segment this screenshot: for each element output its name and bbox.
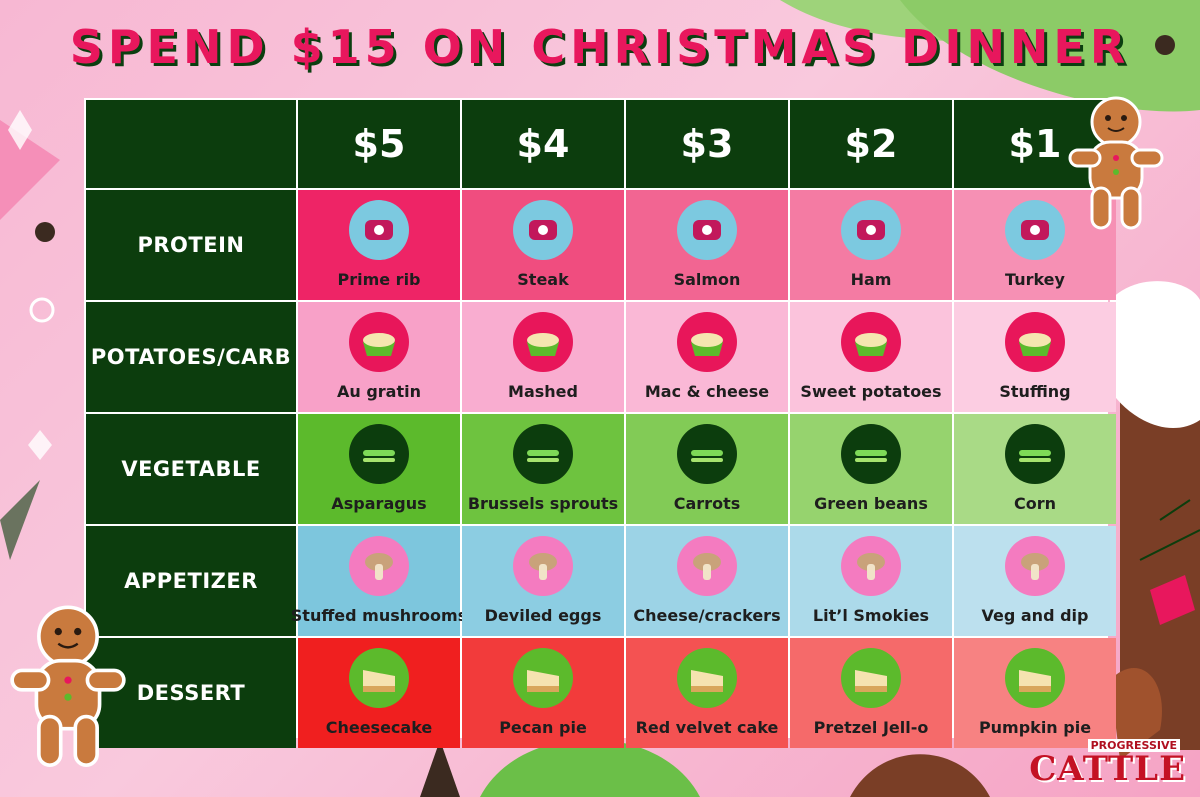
food-item-label: Brussels sprouts — [467, 494, 619, 513]
food-item-cell: Brussels sprouts — [462, 414, 624, 524]
food-item-cell: Stuffing — [954, 302, 1116, 412]
category-label: VEGETABLE — [86, 414, 296, 524]
food-item-cell: Sweet potatoes — [790, 302, 952, 412]
price-header: $5 — [298, 100, 460, 188]
food-item-cell: Steak — [462, 190, 624, 300]
price-header: $3 — [626, 100, 788, 188]
food-item-label: Veg and dip — [981, 606, 1089, 625]
food-item-label: Red velvet cake — [635, 718, 779, 737]
food-item-cell: Corn — [954, 414, 1116, 524]
food-item-label: Mashed — [508, 382, 578, 401]
food-item-label: Steak — [517, 270, 569, 289]
food-icon — [677, 648, 737, 708]
food-icon — [1005, 648, 1065, 708]
gingerbread-man-icon-left — [10, 605, 126, 767]
category-label: DESSERT — [86, 638, 296, 748]
food-item-label: Prime rib — [337, 270, 421, 289]
food-item-label: Cheese/crackers — [633, 606, 781, 625]
food-item-label: Pretzel Jell-o — [813, 718, 929, 737]
food-item-label: Sweet potatoes — [800, 382, 942, 401]
food-icon — [677, 536, 737, 596]
category-label: PROTEIN — [86, 190, 296, 300]
food-icon — [677, 200, 737, 260]
food-icon — [513, 200, 573, 260]
food-item-label: Salmon — [673, 270, 741, 289]
food-icon — [841, 424, 901, 484]
food-item-cell: Turkey — [954, 190, 1116, 300]
food-item-label: Green beans — [814, 494, 928, 513]
food-icon — [841, 200, 901, 260]
food-icon — [677, 424, 737, 484]
food-item-cell: Carrots — [626, 414, 788, 524]
food-icon — [841, 648, 901, 708]
food-item-label: Deviled eggs — [484, 606, 602, 625]
food-item-label: Pumpkin pie — [978, 718, 1092, 737]
food-icon — [513, 648, 573, 708]
food-icon — [841, 536, 901, 596]
food-icon — [1005, 536, 1065, 596]
food-icon — [349, 312, 409, 372]
food-item-label: Stuffing — [999, 382, 1071, 401]
food-item-label: Turkey — [1005, 270, 1065, 289]
food-item-label: Asparagus — [331, 494, 427, 513]
header-corner — [86, 100, 296, 188]
food-icon — [841, 312, 901, 372]
price-header: $1 — [954, 100, 1116, 188]
food-item-cell: Asparagus — [298, 414, 460, 524]
food-item-label: Lit’l Smokies — [812, 606, 930, 625]
progressive-cattle-logo: PROGRESSIVE CATTLE — [1026, 739, 1186, 789]
food-item-cell: Mashed — [462, 302, 624, 412]
food-item-label: Carrots — [673, 494, 741, 513]
food-icon — [349, 648, 409, 708]
food-icon — [1005, 200, 1065, 260]
food-item-cell: Cheese/crackers — [626, 526, 788, 636]
food-item-cell: Pretzel Jell-o — [790, 638, 952, 748]
food-icon — [349, 200, 409, 260]
food-item-cell: Deviled eggs — [462, 526, 624, 636]
food-item-cell: Ham — [790, 190, 952, 300]
food-icon — [1005, 424, 1065, 484]
food-item-cell: Red velvet cake — [626, 638, 788, 748]
food-item-cell: Pecan pie — [462, 638, 624, 748]
food-icon — [1005, 312, 1065, 372]
food-icon — [513, 424, 573, 484]
food-item-cell: Veg and dip — [954, 526, 1116, 636]
food-item-label: Ham — [850, 270, 892, 289]
food-icon — [677, 312, 737, 372]
food-icon — [349, 424, 409, 484]
food-item-cell: Green beans — [790, 414, 952, 524]
price-header: $2 — [790, 100, 952, 188]
food-icon — [513, 536, 573, 596]
food-item-label: Stuffed mushrooms — [290, 606, 468, 625]
food-item-cell: Lit’l Smokies — [790, 526, 952, 636]
page-title: SPEND $15 ON CHRISTMAS DINNER — [69, 20, 1131, 74]
food-icon — [513, 312, 573, 372]
logo-top-text: PROGRESSIVE — [1087, 739, 1180, 752]
food-item-label: Corn — [1013, 494, 1056, 513]
category-label: POTATOES/CARB — [86, 302, 296, 412]
food-item-label: Mac & cheese — [644, 382, 770, 401]
category-label: APPETIZER — [86, 526, 296, 636]
food-item-cell: Prime rib — [298, 190, 460, 300]
price-header: $4 — [462, 100, 624, 188]
food-item-label: Pecan pie — [499, 718, 587, 737]
logo-main-text: CATTLE — [1029, 749, 1186, 789]
food-item-cell: Pumpkin pie — [954, 638, 1116, 748]
food-item-cell: Au gratin — [298, 302, 460, 412]
food-item-label: Cheesecake — [325, 718, 433, 737]
food-item-cell: Salmon — [626, 190, 788, 300]
food-item-cell: Stuffed mushrooms — [291, 526, 467, 636]
food-item-label: Au gratin — [336, 382, 421, 401]
price-grid: $5 $4 $3 $2 $1 PROTEIN Prime rib Steak Salmon Ham… — [84, 98, 1116, 748]
food-item-cell: Cheesecake — [298, 638, 460, 748]
food-item-cell: Mac & cheese — [626, 302, 788, 412]
gingerbread-man-icon — [1068, 96, 1164, 230]
food-icon — [349, 536, 409, 596]
